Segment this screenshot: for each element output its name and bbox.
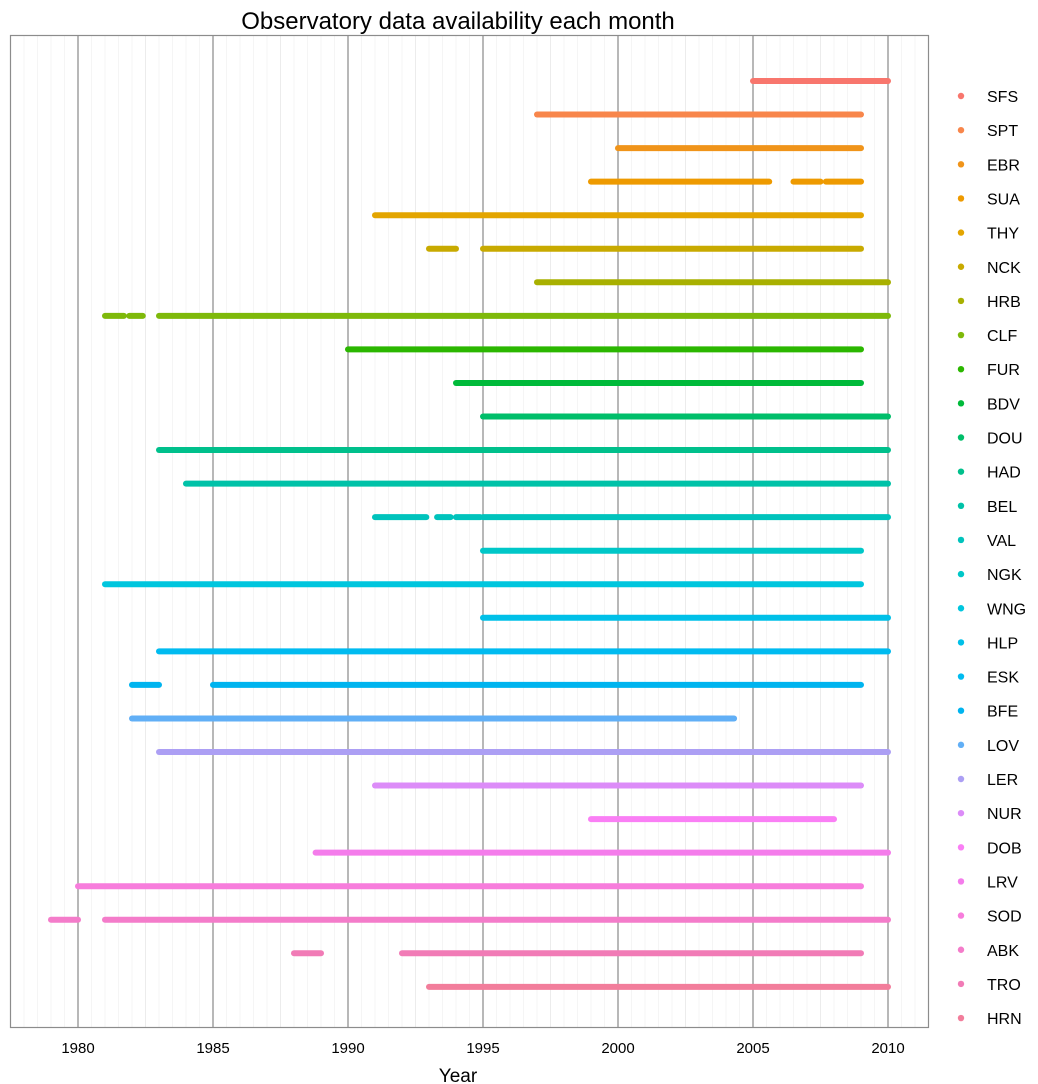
legend-key-bdv bbox=[958, 400, 964, 406]
legend-key-hlp bbox=[958, 639, 964, 645]
legend-key-hrb bbox=[958, 298, 964, 304]
legend-label-had: HAD bbox=[987, 465, 1021, 482]
x-tick-label: 1980 bbox=[61, 1040, 94, 1057]
x-tick-label: 2010 bbox=[871, 1040, 904, 1057]
legend-label-sfs: SFS bbox=[987, 89, 1018, 106]
legend-label-tro: TRO bbox=[987, 977, 1021, 994]
legend-key-bfe bbox=[958, 708, 964, 714]
chart-title: Observatory data availability each month bbox=[241, 8, 675, 35]
legend-key-sod bbox=[958, 912, 964, 918]
legend-label-hrn: HRN bbox=[987, 1011, 1022, 1028]
legend-key-ngk bbox=[958, 571, 964, 577]
legend-key-thy bbox=[958, 229, 964, 235]
legend-label-val: VAL bbox=[987, 533, 1016, 550]
legend-key-dob bbox=[958, 844, 964, 850]
x-tick-label: 2000 bbox=[601, 1040, 634, 1057]
x-axis-label: Year bbox=[439, 1066, 478, 1084]
x-tick-label: 2005 bbox=[736, 1040, 769, 1057]
legend-key-sfs bbox=[958, 93, 964, 99]
legend-label-ler: LER bbox=[987, 772, 1018, 789]
legend-key-ler bbox=[958, 776, 964, 782]
legend-key-esk bbox=[958, 673, 964, 679]
legend-label-lrv: LRV bbox=[987, 874, 1018, 891]
legend-label-nur: NUR bbox=[987, 806, 1022, 823]
legend-key-fur bbox=[958, 366, 964, 372]
x-tick-label: 1985 bbox=[196, 1040, 229, 1057]
legend-key-hrn bbox=[958, 1015, 964, 1021]
legend-label-bfe: BFE bbox=[987, 704, 1018, 721]
legend-label-fur: FUR bbox=[987, 362, 1020, 379]
x-tick-label: 1995 bbox=[466, 1040, 499, 1057]
legend-label-spt: SPT bbox=[987, 123, 1018, 140]
legend-label-bel: BEL bbox=[987, 499, 1017, 516]
legend-key-wng bbox=[958, 605, 964, 611]
legend-label-wng: WNG bbox=[987, 601, 1026, 618]
legend-label-esk: ESK bbox=[987, 670, 1019, 687]
legend-key-had bbox=[958, 468, 964, 474]
legend-key-sua bbox=[958, 195, 964, 201]
legend-key-nur bbox=[958, 810, 964, 816]
legend-key-tro bbox=[958, 981, 964, 987]
legend-label-dou: DOU bbox=[987, 431, 1023, 448]
x-tick-label: 1990 bbox=[331, 1040, 364, 1057]
legend-label-thy: THY bbox=[987, 226, 1019, 243]
legend-key-lrv bbox=[958, 878, 964, 884]
legend-key-clf bbox=[958, 332, 964, 338]
legend-key-dou bbox=[958, 434, 964, 440]
legend-label-ebr: EBR bbox=[987, 157, 1020, 174]
legend-key-spt bbox=[958, 127, 964, 133]
legend-label-ngk: NGK bbox=[987, 567, 1022, 584]
legend-key-val bbox=[958, 537, 964, 543]
legend-label-sod: SOD bbox=[987, 909, 1022, 926]
legend-label-lov: LOV bbox=[987, 738, 1019, 755]
legend-label-dob: DOB bbox=[987, 840, 1022, 857]
legend-key-nck bbox=[958, 264, 964, 270]
legend-key-lov bbox=[958, 742, 964, 748]
legend-label-hrb: HRB bbox=[987, 294, 1021, 311]
legend-key-bel bbox=[958, 503, 964, 509]
legend-label-clf: CLF bbox=[987, 328, 1017, 345]
legend-key-ebr bbox=[958, 161, 964, 167]
legend-label-hlp: HLP bbox=[987, 635, 1018, 652]
legend-label-nck: NCK bbox=[987, 260, 1021, 277]
legend-label-abk: ABK bbox=[987, 943, 1019, 960]
legend-key-abk bbox=[958, 947, 964, 953]
legend-label-bdv: BDV bbox=[987, 396, 1020, 413]
legend-label-sua: SUA bbox=[987, 191, 1020, 208]
